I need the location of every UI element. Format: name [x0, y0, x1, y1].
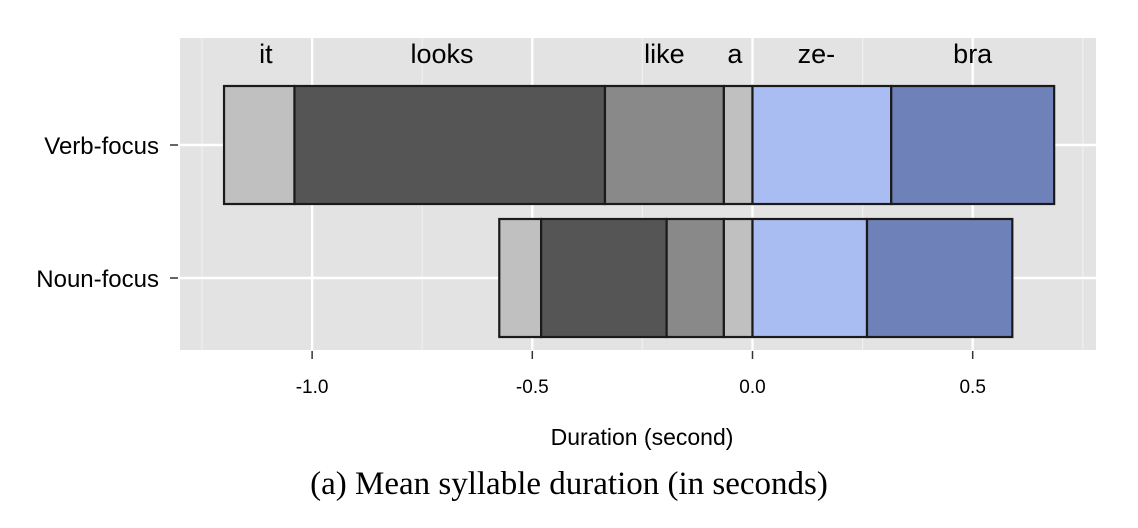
y-axis: Verb-focus Noun-focus — [36, 133, 178, 293]
bar-segment-looks-verb-focus — [293, 84, 607, 206]
bar-segment-like-noun-focus — [665, 217, 725, 339]
bar-segment-ze-noun-focus — [751, 217, 869, 339]
bar-segment-bra-verb-focus — [890, 84, 1056, 206]
syllable-label: like — [644, 39, 685, 69]
x-tick-label: -0.5 — [516, 377, 549, 398]
x-tick-label: 0.5 — [959, 377, 985, 398]
bar-segment-like-verb-focus — [603, 84, 725, 206]
bar-segment-it-noun-focus — [498, 217, 543, 339]
stacked-bar-chart: it looks like a ze-bra Verb-focusNoun-focus … — [36, 38, 1096, 450]
syllable-label: bra — [953, 39, 993, 69]
x-axis: -1.0 -0.5 0.0 0.5 — [296, 351, 986, 398]
syllable-label: looks — [411, 39, 474, 69]
syllable-label: a — [727, 39, 743, 69]
x-axis-title: Duration (second) — [551, 424, 734, 450]
bar-segment-looks-noun-focus — [540, 217, 668, 339]
x-tick-label: 0.0 — [739, 377, 765, 398]
syllable-label: it — [259, 39, 273, 69]
bar-segment-ze-verb-focus — [751, 84, 893, 206]
bar-segment-a-noun-focus — [722, 217, 754, 339]
y-category-label: Verb-focus — [44, 133, 159, 160]
bar-segment-a-verb-focus — [722, 84, 754, 206]
x-tick-label: -1.0 — [296, 377, 329, 398]
syllable-label: ze- — [798, 39, 836, 69]
bar-segment-bra-noun-focus — [865, 217, 1014, 339]
bars-layer — [222, 84, 1056, 339]
y-category-label: Noun-focus — [36, 266, 159, 293]
figure-caption: (a) Mean syllable duration (in seconds) — [310, 466, 828, 502]
bar-segment-it-verb-focus — [222, 84, 296, 206]
syllable-labels: it looks like a ze-bra — [259, 39, 993, 69]
